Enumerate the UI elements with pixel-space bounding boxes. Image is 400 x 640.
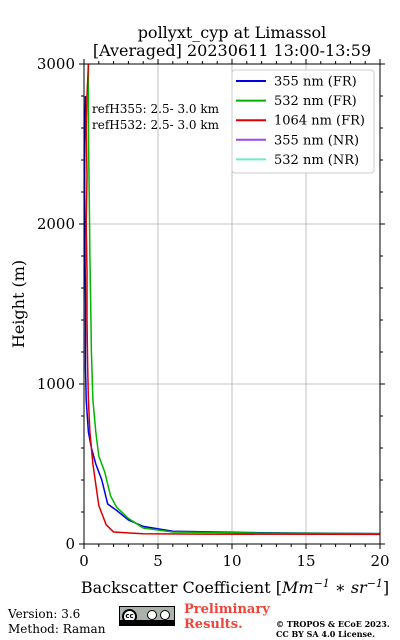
copyright-line-2: CC BY SA 4.0 License.: [276, 629, 375, 639]
sa-icon: [160, 610, 170, 620]
series-line: [83, 95, 381, 535]
x-tick-label: 5: [153, 552, 163, 570]
x-tick-label: 10: [222, 552, 241, 570]
title-line-2: [Averaged] 20230611 13:00-13:59: [93, 41, 371, 60]
series-line: [87, 64, 381, 535]
x-axis-label-part: −1: [367, 577, 383, 590]
copyright-line-1: © TROPOS & ECoE 2023.: [276, 619, 390, 629]
prelim-line-1: Preliminary: [184, 602, 270, 617]
version-text: Version: 3.6: [8, 607, 81, 621]
x-axis-label: Backscatter Coefficient [Mm−1 ∗ sr−1]: [81, 577, 389, 597]
legend: 355 nm (FR) 532 nm (FR) 1064 nm (FR) 355 nm…: [231, 69, 375, 174]
chart-title: pollyxt_cyp at Limassol[Averaged] 202306…: [93, 23, 371, 60]
legend-label: 532 nm (NR): [274, 153, 359, 168]
ref-height-annotation: refH355: 2.5- 3.0 km: [92, 102, 220, 116]
x-axis-label-part: ]: [383, 578, 389, 597]
series-line: [85, 63, 381, 536]
y-tick-label: 3000: [37, 55, 75, 73]
by-icon: [147, 610, 157, 620]
version-info: Version: 3.6 Method: Raman: [8, 607, 105, 637]
y-axis-label: Height (m): [9, 260, 28, 348]
method-text: Method: Raman: [8, 622, 106, 636]
preliminary-notice: Preliminary Results.: [184, 602, 270, 632]
x-tick-label: 15: [296, 552, 315, 570]
cc-badge-bar: [120, 620, 174, 625]
axis-labels: Backscatter Coefficient [Mm−1 ∗ sr−1]Hei…: [9, 260, 389, 597]
prelim-line-2: Results.: [184, 617, 243, 632]
axis-ticks: 0 5 10 15 20 0 1000 2000 3000: [37, 55, 390, 570]
x-tick-label: 20: [370, 552, 389, 570]
title-line-1: pollyxt_cyp at Limassol: [138, 23, 327, 42]
legend-label: 532 nm (FR): [274, 94, 357, 109]
legend-label: 1064 nm (FR): [274, 114, 365, 129]
x-tick-label: 0: [79, 552, 89, 570]
x-axis-label-part: Backscatter Coefficient [: [81, 578, 282, 597]
legend-box: [231, 69, 375, 174]
legend-label: 355 nm (FR): [274, 75, 357, 90]
x-axis-label-part: ∗ sr: [330, 578, 368, 597]
y-tick-label: 2000: [37, 215, 75, 233]
series-lines: [83, 63, 381, 536]
y-tick-label: 0: [65, 535, 75, 553]
cc-license-badge: cc: [119, 606, 175, 626]
legend-label: 355 nm (NR): [274, 133, 359, 148]
x-axis-label-part: −1: [314, 577, 330, 590]
x-axis-label-part: Mm: [281, 578, 314, 597]
copyright-notice: © TROPOS & ECoE 2023. CC BY SA 4.0 Licen…: [276, 619, 390, 639]
annotations: refH355: 2.5- 3.0 km refH532: 2.5- 3.0 km: [92, 102, 220, 132]
ref-height-annotation: refH532: 2.5- 3.0 km: [92, 118, 220, 132]
y-tick-label: 1000: [37, 375, 75, 393]
lidar-profile-chart: pollyxt_cyp at Limassol[Averaged] 202306…: [9, 23, 390, 597]
